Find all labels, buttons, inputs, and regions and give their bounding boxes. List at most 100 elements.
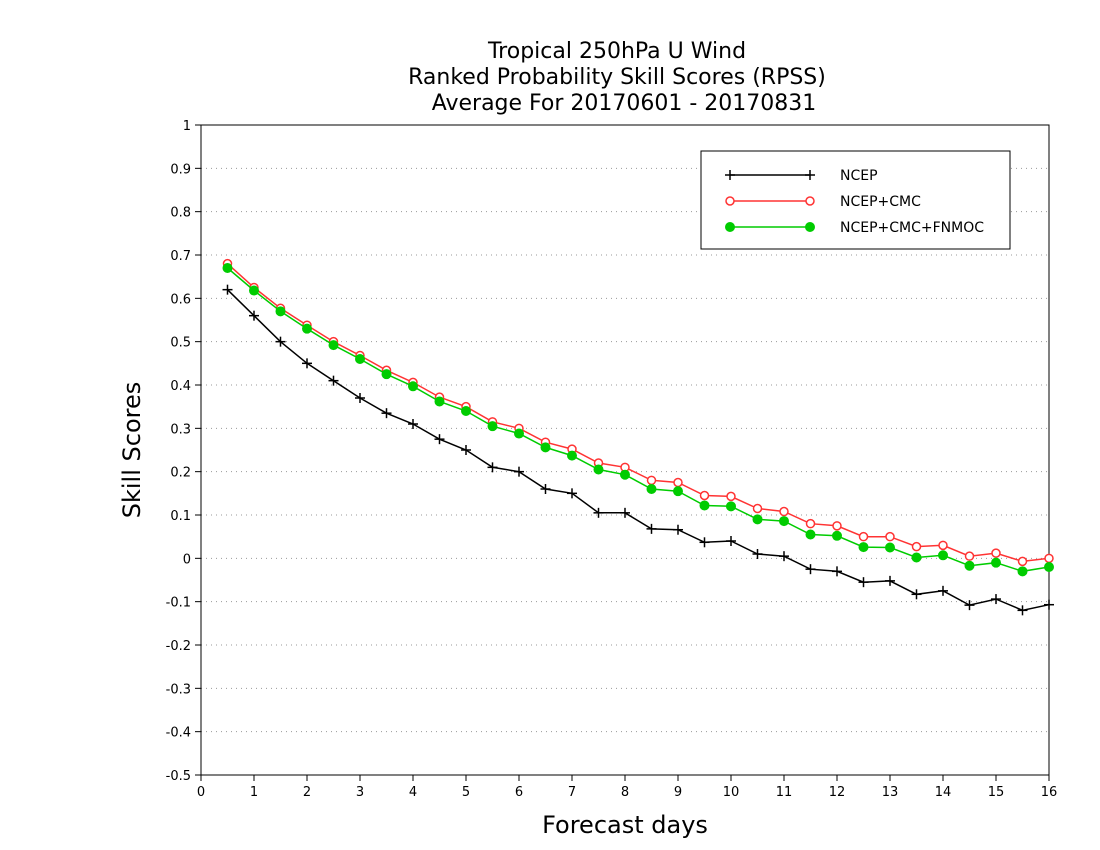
series-line-ncep <box>226 289 1050 612</box>
data-point-ncep-cmc-fnmoc <box>275 306 286 317</box>
data-point-ncep <box>805 564 816 575</box>
data-point-ncep <box>1044 599 1054 610</box>
y-tick-label: 0.3 <box>170 422 191 437</box>
x-tick-label: 11 <box>776 785 793 800</box>
y-tick-label: -0.3 <box>166 682 191 697</box>
data-point-ncep-cmc-fnmoc <box>885 542 895 553</box>
series-line-ncep-cmc <box>226 263 1050 563</box>
data-point-ncep-cmc-fnmoc <box>593 464 604 475</box>
data-point-ncep-cmc-fnmoc <box>673 486 683 497</box>
data-point-ncep-cmc <box>991 548 1001 558</box>
x-axis-label: Forecast days <box>542 811 708 839</box>
data-point-ncep-cmc-fnmoc <box>858 542 869 553</box>
x-tick-label: 14 <box>935 785 952 800</box>
data-point-ncep-cmc-fnmoc <box>805 529 816 540</box>
legend-marker-ncep-cmc <box>725 196 735 206</box>
data-point-ncep-cmc-fnmoc <box>832 530 842 541</box>
data-point-ncep-cmc-fnmoc <box>514 428 524 439</box>
x-tick-label: 6 <box>515 785 523 800</box>
series-ncep-cmc <box>222 258 1054 567</box>
legend-item-ncep-cmc-fnmoc: NCEP+CMC+FNMOC <box>725 220 984 236</box>
series-ncep <box>222 284 1054 616</box>
y-tick-label: -0.5 <box>166 769 191 784</box>
data-point-ncep <box>726 536 736 546</box>
data-point-ncep <box>514 466 524 477</box>
legend: NCEP NCEP+CMC NCEP+CMC+FNMOC <box>700 150 1011 250</box>
data-point-ncep-cmc <box>858 531 869 542</box>
data-point-ncep <box>938 585 948 596</box>
y-tick-label: 0.5 <box>170 336 191 351</box>
data-point-ncep <box>434 434 445 445</box>
data-point-ncep <box>885 575 895 586</box>
data-point-ncep <box>858 577 869 588</box>
legend-marker-ncep <box>805 170 815 180</box>
legend-items: NCEP NCEP+CMC NCEP+CMC+FNMOC <box>725 168 984 236</box>
data-point-ncep-cmc-fnmoc <box>487 421 498 432</box>
data-point-ncep-cmc <box>805 518 816 529</box>
data-point-ncep-cmc-fnmoc <box>938 550 948 561</box>
data-point-ncep <box>328 375 339 386</box>
data-point-ncep <box>964 600 975 611</box>
y-tick-label: 0.9 <box>170 162 191 177</box>
x-tick-label: 16 <box>1041 785 1058 800</box>
data-point-ncep-cmc-fnmoc <box>699 500 710 511</box>
data-point-ncep <box>222 284 233 295</box>
y-axis: 1 0.9 0.8 0.7 0.6 0.5 0.4 0.3 0.2 0.1 0 -0.1 -0.2 -0.… <box>166 119 201 784</box>
data-point-ncep-cmc-fnmoc <box>620 469 630 480</box>
data-point-ncep-cmc-fnmoc <box>911 552 922 563</box>
x-tick-label: 10 <box>723 785 740 800</box>
legend-box <box>700 150 1011 250</box>
data-point-ncep-cmc <box>1017 556 1028 567</box>
data-point-ncep <box>699 537 710 548</box>
x-tick-label: 15 <box>988 785 1005 800</box>
y-tick-label: 0.8 <box>170 206 191 221</box>
x-tick-label: 7 <box>568 785 576 800</box>
legend-item-ncep: NCEP <box>725 168 878 184</box>
data-point-ncep-cmc <box>885 531 895 542</box>
y-tick-label: -0.4 <box>166 726 191 741</box>
y-tick-label: 0.4 <box>170 379 191 394</box>
legend-label-ncep-cmc: NCEP+CMC <box>840 194 921 210</box>
data-point-ncep-cmc-fnmoc <box>991 557 1001 568</box>
x-tick-label: 8 <box>621 785 629 800</box>
y-tick-label: 0 <box>183 552 191 567</box>
data-point-ncep-cmc-fnmoc <box>567 450 577 461</box>
data-point-ncep <box>408 419 418 429</box>
data-point-ncep <box>540 484 551 494</box>
data-point-ncep-cmc-fnmoc <box>1044 562 1054 572</box>
y-axis-label: Skill Scores <box>118 382 146 519</box>
data-point-ncep-cmc <box>964 551 975 561</box>
data-point-ncep-cmc-fnmoc <box>381 369 392 380</box>
chart-title-line-3: Average For 20170601 - 20170831 <box>432 91 817 116</box>
chart-title-line-2: Ranked Probability Skill Scores (RPSS) <box>408 65 826 90</box>
legend-marker-ncep-cmc <box>805 196 815 206</box>
legend-marker-ncep-cmc-fnmoc <box>725 222 735 232</box>
x-tick-label: 4 <box>409 785 417 800</box>
data-point-ncep-cmc <box>673 477 683 488</box>
data-point-ncep-cmc <box>911 541 922 552</box>
data-point-ncep-cmc-fnmoc <box>646 484 657 494</box>
x-tick-label: 12 <box>829 785 846 800</box>
data-point-ncep-cmc-fnmoc <box>540 442 551 453</box>
legend-item-ncep-cmc: NCEP+CMC <box>725 194 921 210</box>
data-point-ncep <box>249 310 259 321</box>
data-point-ncep <box>620 507 630 518</box>
data-point-ncep <box>752 549 763 559</box>
data-point-ncep <box>355 393 365 403</box>
data-point-ncep-cmc <box>779 506 789 517</box>
data-point-ncep <box>673 524 683 535</box>
data-point-ncep <box>275 336 286 347</box>
x-tick-label: 2 <box>303 785 311 800</box>
data-point-ncep-cmc-fnmoc <box>328 340 339 351</box>
x-tick-label: 9 <box>674 785 682 800</box>
chart-title-line-1: Tropical 250hPa U Wind <box>487 39 746 64</box>
data-point-ncep <box>911 589 922 600</box>
legend-marker-ncep-cmc-fnmoc <box>805 222 815 232</box>
data-point-ncep-cmc-fnmoc <box>249 285 259 296</box>
y-tick-label: 1 <box>183 119 191 134</box>
y-tick-label: -0.1 <box>166 596 191 611</box>
series-ncep-cmc-fnmoc <box>222 263 1054 577</box>
x-tick-label: 13 <box>882 785 899 800</box>
data-point-ncep <box>381 408 392 419</box>
x-tick-label: 0 <box>197 785 205 800</box>
